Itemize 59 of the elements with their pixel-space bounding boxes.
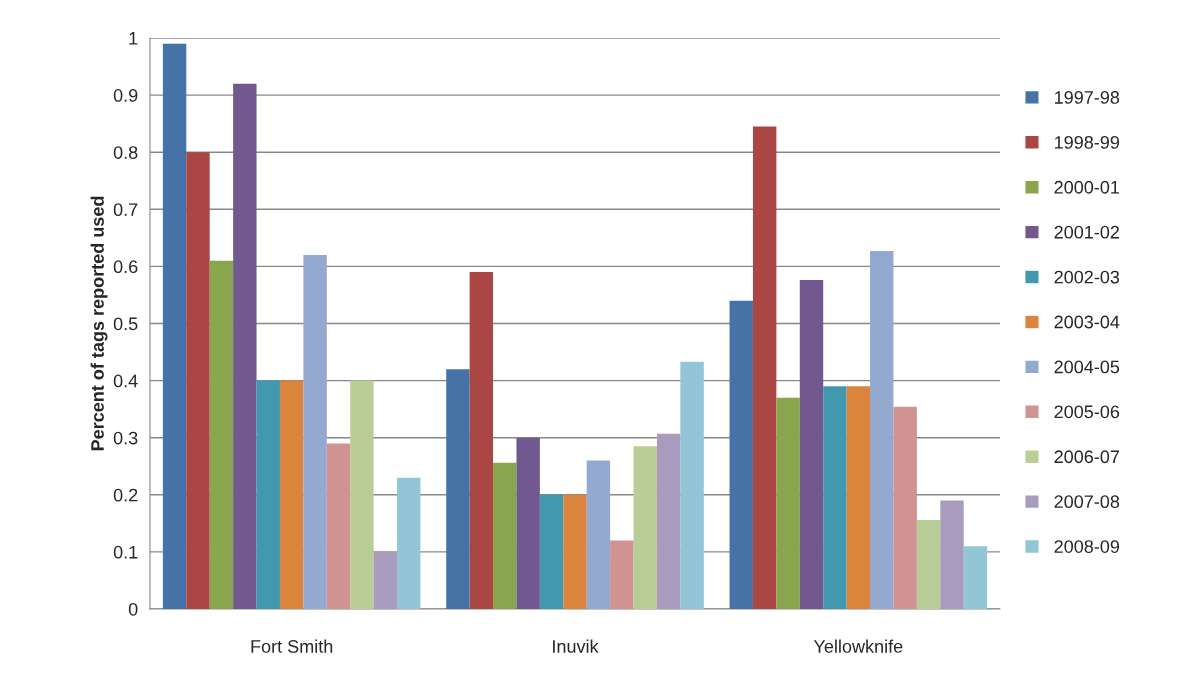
legend-label: 1997-98 (1055, 91, 1120, 104)
bar (633, 446, 657, 609)
y-tick-label: 1 (129, 32, 138, 45)
x-tick-label: Yellowknife (813, 639, 903, 653)
bar (279, 380, 304, 609)
bar (846, 386, 871, 609)
legend-label: 2004-05 (1054, 360, 1120, 374)
bar (916, 519, 941, 609)
bar (823, 386, 847, 609)
bar (776, 397, 800, 609)
legend-label: 2008-09 (1054, 540, 1120, 553)
bar (256, 380, 280, 609)
bar (610, 540, 634, 609)
bar (963, 546, 988, 609)
y-tick-label: 0.8 (113, 146, 138, 159)
y-tick-label: 0 (128, 602, 138, 616)
bar (326, 443, 351, 609)
bar (940, 500, 964, 609)
legend-label: 2007-08 (1054, 495, 1120, 509)
bar (373, 551, 398, 609)
bar (516, 437, 540, 609)
y-tick-label: 0.6 (113, 260, 138, 274)
legend-label: 2000-01 (1054, 180, 1120, 194)
bar (162, 43, 187, 609)
y-tick-label: 0.2 (113, 488, 138, 502)
legend-label: 2005-06 (1054, 405, 1120, 419)
x-tick-label: Inuvik (553, 639, 599, 653)
bar (397, 477, 421, 609)
bar (563, 494, 587, 609)
bar (799, 280, 824, 609)
legend-label: 2001-02 (1054, 225, 1119, 239)
bar (303, 254, 327, 609)
y-tick-label: 0.4 (113, 374, 138, 388)
bar (446, 369, 470, 609)
y-tick-label: 0.3 (113, 431, 138, 445)
bar (680, 361, 704, 609)
x-tick-label: Fort Smith (251, 639, 333, 653)
legend-label: 2003-04 (1054, 315, 1120, 329)
y-tick-label: 0.5 (113, 317, 138, 331)
bar (870, 250, 894, 609)
bar (493, 462, 517, 609)
y-tick-label: 0.7 (113, 203, 138, 217)
y-axis-title: Percent of tags reported used (90, 196, 108, 451)
y-tick-label: 0.9 (113, 89, 138, 102)
bar (350, 380, 374, 609)
bar (729, 300, 753, 609)
bar (539, 494, 564, 609)
bar (586, 460, 611, 609)
y-tick-label: 0.1 (113, 545, 138, 559)
legend-label: 2006-07 (1054, 450, 1119, 464)
bar (893, 406, 917, 609)
bar (233, 83, 257, 609)
bar (752, 126, 777, 609)
legend-label: 2002-03 (1054, 270, 1120, 284)
legend-label: 1998-99 (1055, 135, 1120, 149)
bar (656, 433, 681, 609)
bar (209, 260, 234, 609)
bar (186, 152, 210, 609)
bar (469, 272, 494, 609)
